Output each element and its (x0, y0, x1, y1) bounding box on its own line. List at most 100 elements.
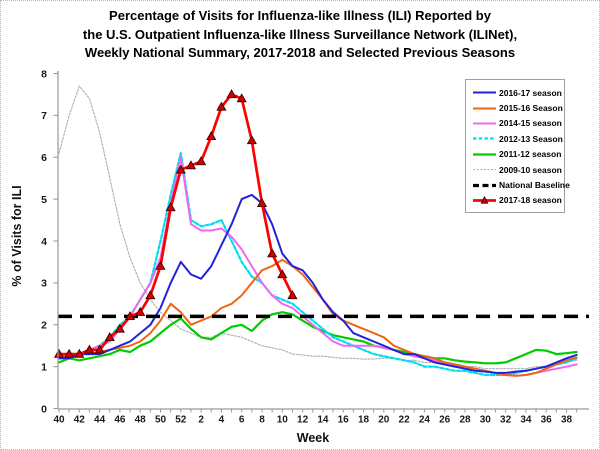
x-tick-label: 28 (459, 415, 471, 426)
x-tick-label: 6 (239, 415, 245, 426)
x-tick-label: 2 (198, 415, 204, 426)
x-tick-label: 24 (419, 415, 431, 426)
line-2011-12-season (57, 311, 578, 365)
marker-2017-18-season (74, 348, 85, 358)
y-axis-title: % of Visits for ILI (10, 185, 24, 286)
legend-item-2011-12-season: 2011-12 season (472, 147, 561, 162)
x-tick-label: 20 (378, 415, 390, 426)
legend-swatch-2017-18-season (473, 195, 496, 204)
legend-label: 2015-16 Season (499, 103, 563, 114)
x-tick-label: 26 (439, 415, 451, 426)
marker-2017-18-season (114, 323, 125, 333)
x-tick-label: 16 (338, 415, 350, 426)
marker-2017-18-season (277, 269, 288, 279)
marker-2017-18-season (155, 260, 166, 270)
legend: 2016-17 season 2015-16 Season 2014-15 seas… (465, 79, 570, 214)
x-tick-label: 50 (155, 415, 167, 426)
x-axis-title: Week (297, 431, 329, 445)
marker-2017-18-season (206, 130, 217, 140)
x-tick-label: 12 (297, 415, 309, 426)
y-axis-ticks: 0 1 2 3 4 5 6 7 8 (41, 68, 58, 415)
legend-item-2012-13-season: 2012-13 Season (472, 131, 563, 146)
y-tick-label: 4 (41, 236, 47, 248)
x-tick-label: 52 (175, 415, 187, 426)
legend-swatch-2012-13-season (473, 137, 496, 140)
marker-2017-18-season (185, 160, 197, 170)
marker-2017-18-season (104, 331, 115, 341)
legend-marker-sample (480, 195, 489, 204)
x-tick-label: 36 (541, 415, 553, 426)
marker-2017-18-season (165, 202, 176, 212)
legend-item-2009-10-season: 2009-10 season (472, 162, 562, 177)
x-tick-label: 10 (277, 415, 289, 426)
chart-title-line3: Weekly National Summary, 2017-2018 and S… (84, 45, 516, 60)
y-tick-label: 5 (41, 194, 47, 206)
marker-2017-18-season (135, 306, 146, 316)
legend-swatch-2016-17-season (473, 91, 496, 94)
marker-2017-18-season (216, 101, 227, 111)
x-tick-label: 42 (74, 415, 86, 426)
x-tick-label: 44 (94, 415, 106, 426)
x-tick-label: 46 (114, 415, 126, 426)
legend-item-national-baseline: National Baseline (472, 177, 570, 192)
x-tick-label: 34 (520, 415, 532, 426)
marker-2017-18-season (236, 93, 247, 103)
y-tick-label: 2 (41, 320, 47, 332)
x-tick-label: 8 (259, 415, 265, 426)
marker-2017-18-season (145, 290, 156, 300)
marker-2017-18-season (124, 311, 136, 321)
marker-2017-18-season (246, 135, 257, 145)
marker-2017-18-season (84, 344, 95, 354)
x-tick-label: 4 (219, 415, 225, 426)
y-tick-label: 0 (41, 403, 47, 415)
legend-label: 2009-10 season (499, 164, 562, 175)
legend-label: 2017-18 season (499, 195, 562, 206)
chart-title-line2: the U.S. Outpatient Influenza-like Illne… (82, 26, 518, 42)
legend-swatch-2015-16-season (473, 107, 496, 110)
legend-item-2014-15-season: 2014-15 season (472, 116, 562, 131)
series-lines (57, 85, 578, 377)
legend-item-2017-18-season: 2017-18 season (472, 193, 562, 208)
x-tick-label: 14 (317, 415, 329, 426)
y-tick-label: 8 (41, 68, 47, 80)
x-tick-label: 40 (53, 415, 65, 426)
x-tick-label: 30 (480, 415, 492, 426)
y-tick-label: 6 (41, 152, 47, 164)
marker-2017-18-season (287, 290, 298, 300)
current-season-line (53, 89, 298, 358)
axes (57, 71, 589, 410)
y-tick-label: 1 (41, 361, 47, 373)
y-tick-label: 3 (41, 278, 47, 290)
marker-2017-18-season (267, 248, 278, 258)
x-tick-label: 38 (561, 415, 573, 426)
chart-title: Percentage of Visits for Influenza-like … (1, 7, 599, 63)
y-tick-label: 7 (41, 110, 47, 122)
legend-swatch-2014-15-season (473, 122, 496, 125)
legend-label: 2011-12 season (499, 149, 562, 160)
legend-label: National Baseline (499, 180, 570, 191)
legend-label: 2012-13 Season (499, 133, 563, 144)
legend-swatch-2011-12-season (473, 153, 496, 156)
marker-2017-18-season (94, 344, 105, 354)
line-2009-10-season (58, 85, 578, 370)
legend-swatch-2009-10-season (473, 169, 496, 171)
x-tick-label: 48 (135, 415, 147, 426)
legend-label: 2016-17 season (499, 87, 562, 98)
marker-2017-18-season (64, 348, 75, 358)
x-tick-label: 22 (399, 415, 411, 426)
x-tick-label: 32 (500, 415, 512, 426)
chart-title-line1: Percentage of Visits for Influenza-like … (109, 8, 491, 23)
line-2016-17-season (58, 193, 578, 374)
legend-label: 2014-15 season (499, 118, 562, 129)
legend-swatch-national-baseline (473, 183, 496, 187)
marker-2017-18-season (175, 164, 186, 174)
x-tick-label: 18 (358, 415, 370, 426)
marker-2017-18-season (226, 89, 237, 99)
legend-item-2016-17-season: 2016-17 season (472, 85, 562, 100)
marker-2017-18-season (256, 197, 268, 207)
legend-item-2015-16-season: 2015-16 Season (472, 100, 563, 115)
marker-2017-18-season (196, 156, 207, 166)
x-axis-ticks: 40 42 44 46 48 50 52 2 4 6 8 10 12 14 16 18 20 22 24 26 28 30… (53, 409, 578, 426)
